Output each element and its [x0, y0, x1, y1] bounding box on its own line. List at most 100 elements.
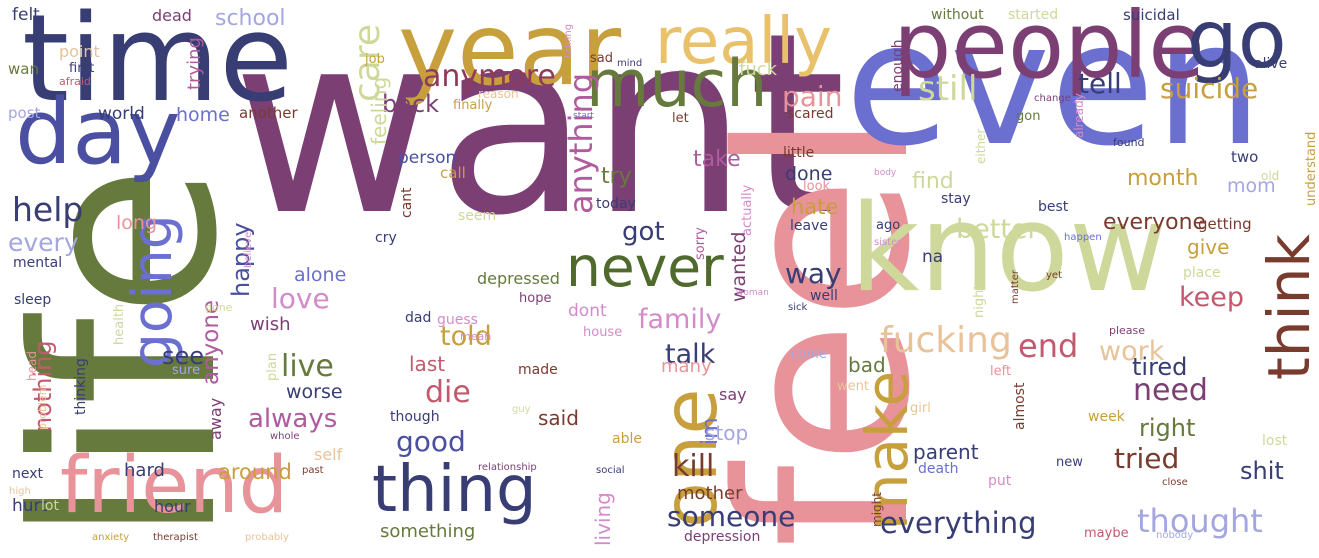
word: fucking [880, 320, 1012, 361]
word: anxiety [92, 532, 130, 543]
word: lost [1262, 433, 1288, 449]
word: let [672, 111, 689, 126]
word: start [573, 111, 594, 121]
word: parent [913, 440, 979, 464]
word: got [622, 217, 665, 247]
word: dead [152, 6, 192, 25]
word: found [1113, 136, 1145, 149]
word: thing [372, 453, 537, 527]
word: almost [1012, 382, 1028, 430]
word: many [661, 356, 712, 377]
word: little [783, 145, 815, 161]
word: went [837, 379, 869, 394]
word: say [719, 385, 747, 404]
word: plan [265, 352, 280, 381]
word: nobody [1156, 530, 1194, 541]
word: woman [736, 288, 769, 298]
word: die [425, 375, 471, 410]
word: gon [1016, 109, 1041, 124]
word: every [8, 228, 79, 257]
word: better [956, 214, 1039, 245]
word: even [845, 0, 1263, 184]
word: yet [1046, 270, 1062, 281]
word: made [518, 362, 558, 378]
word: help [12, 190, 84, 229]
word: take [693, 147, 741, 172]
word: done [785, 163, 833, 185]
word: friend [60, 441, 289, 531]
word: wish [250, 314, 291, 335]
word: hard [124, 460, 165, 481]
word: time [22, 0, 294, 129]
word: pain [782, 80, 843, 113]
word: cant [399, 187, 415, 218]
word: way [785, 257, 842, 290]
word: able [612, 431, 642, 447]
word: matter [1010, 270, 1021, 304]
word: place [1183, 265, 1221, 281]
word: past [302, 465, 324, 476]
word: hour [154, 497, 191, 516]
word: dad [405, 310, 432, 326]
word: head [25, 351, 39, 381]
word: old [1261, 169, 1280, 183]
word: lot [41, 498, 59, 514]
word: health [112, 303, 127, 345]
word: guess [437, 312, 478, 328]
word: change [1034, 93, 1071, 104]
word: person [398, 148, 457, 168]
word: someone [667, 500, 796, 533]
word: call [440, 164, 466, 182]
word: month [1127, 166, 1199, 191]
word: point [59, 42, 100, 61]
word: whole [270, 431, 300, 442]
word: right [1139, 414, 1196, 442]
word: trying [184, 37, 205, 90]
word: never [566, 235, 724, 299]
word: started [1008, 7, 1059, 23]
word: living [591, 492, 615, 546]
word: think [1255, 234, 1319, 380]
word: back [382, 90, 440, 118]
word: next [12, 466, 44, 482]
word: around [218, 460, 292, 484]
word: probably [245, 532, 289, 543]
word: know [850, 180, 1168, 319]
word: mom [1227, 175, 1276, 197]
word: put [988, 473, 1012, 489]
word: world [98, 104, 145, 124]
word: away [206, 397, 225, 440]
word: dont [568, 301, 607, 321]
word: hurt [12, 496, 48, 516]
word: social [596, 465, 625, 476]
word: please [1109, 324, 1146, 337]
word: come [791, 347, 827, 362]
word: want [232, 0, 847, 270]
word: gone [205, 301, 233, 314]
word: might [870, 492, 884, 527]
word: suicide [1160, 72, 1259, 105]
word: sleep [14, 292, 52, 308]
word: really [655, 5, 832, 79]
word: death [918, 461, 959, 477]
word: guy [512, 404, 531, 415]
word: alive [1254, 56, 1288, 72]
word: go [1187, 0, 1287, 86]
word: getting [1198, 215, 1252, 233]
word: year [398, 0, 622, 108]
word: maybe [1084, 526, 1129, 541]
word: talk [665, 339, 716, 370]
word: thought [1137, 502, 1263, 540]
word: though [390, 409, 440, 425]
word: much [586, 47, 768, 122]
word: na [922, 247, 944, 267]
word: mind [617, 58, 643, 69]
word: wan [8, 60, 39, 78]
word: already [1072, 93, 1086, 138]
word: another [239, 104, 298, 122]
word: talking [563, 23, 574, 58]
word: sister [874, 237, 902, 248]
word: post [8, 104, 41, 122]
word: kill [672, 449, 715, 484]
